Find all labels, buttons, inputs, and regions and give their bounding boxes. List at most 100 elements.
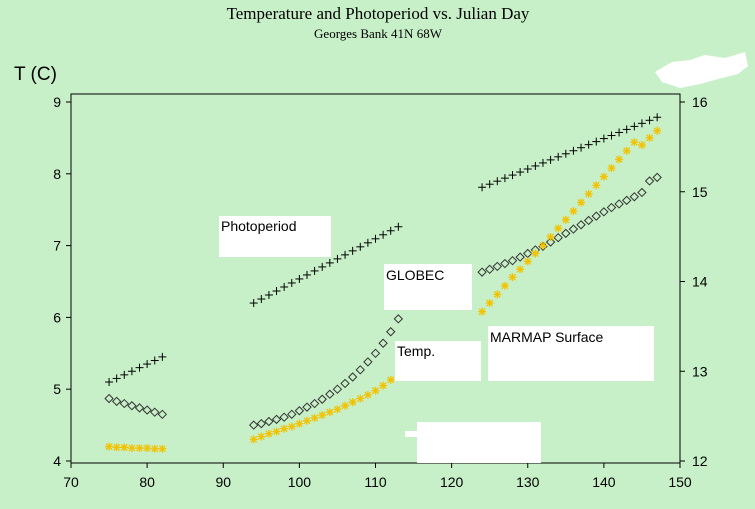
photoperiod-point (607, 131, 616, 140)
annotation-boxes: Photoperiod GLOBEC Temp. MARMAP Surface (219, 216, 654, 463)
marmap-point (143, 444, 152, 453)
globec-point (157, 409, 168, 420)
globec-point (271, 414, 282, 425)
marmap-point (523, 257, 532, 266)
globec-point (477, 267, 487, 277)
globec-point (515, 252, 525, 262)
photoperiod-point (653, 113, 662, 122)
photoperiod-point (584, 140, 593, 149)
marmap-point (120, 443, 129, 452)
y-tick-label: 8 (53, 166, 61, 182)
globec-point (134, 403, 145, 413)
marmap-point (105, 442, 114, 451)
y-tick-label: 4 (53, 453, 61, 469)
photoperiod-point (272, 286, 281, 295)
photoperiod-point (599, 134, 608, 143)
photoperiod-point (394, 222, 403, 231)
globec-point (248, 420, 259, 430)
globec-point (591, 211, 601, 221)
globec-point (622, 195, 632, 206)
photoperiod-point (135, 363, 144, 372)
globec-point (523, 248, 533, 259)
globec-point (287, 409, 297, 420)
photoperiod-point (363, 238, 372, 247)
photoperiod-point (105, 378, 114, 387)
marmap-point (158, 444, 167, 453)
globec-point (606, 202, 617, 213)
photoperiod-point (485, 180, 494, 189)
globec-point (492, 261, 503, 272)
globec-point (104, 393, 114, 404)
globec-point (507, 255, 518, 266)
globec-point (637, 187, 647, 198)
photoperiod-point (500, 174, 509, 183)
photoperiod-point (150, 356, 159, 365)
x-tick-label: 150 (668, 474, 692, 490)
marmap-point (341, 401, 350, 410)
photoperiod-point (143, 360, 152, 369)
y-tick-label: 9 (53, 94, 61, 110)
photoperiod-point (333, 254, 342, 263)
corner-splash-icon (655, 52, 748, 88)
photoperiod-point (546, 155, 555, 164)
globec-point (111, 396, 122, 407)
globec-point (119, 398, 129, 409)
x-tick-label: 70 (63, 474, 79, 490)
y-tick-label: 6 (53, 309, 61, 325)
photoperiod-point (287, 278, 296, 287)
marmap-point (653, 126, 662, 135)
annotation-label: Photoperiod (221, 218, 297, 234)
marmap-point (508, 273, 517, 282)
marmap-point (135, 444, 144, 453)
marmap-point (356, 394, 365, 403)
globec-point (142, 405, 152, 415)
marmap-point (538, 241, 547, 250)
globec-point (370, 348, 381, 359)
x-tick-label: 130 (516, 474, 540, 490)
data-markers (104, 113, 662, 453)
photoperiod-point (295, 274, 304, 283)
marmap-point (112, 443, 121, 452)
globec-point (302, 402, 312, 412)
globec-point (347, 372, 358, 382)
photoperiod-point (615, 128, 624, 137)
marmap-point (592, 181, 601, 190)
globec-point (484, 264, 495, 275)
marmap-point (287, 422, 296, 431)
x-tick-label: 90 (215, 474, 231, 490)
photoperiod-point (523, 165, 532, 174)
y2-tick-label: 15 (692, 184, 708, 200)
globec-point (652, 172, 662, 183)
photoperiod-point (538, 158, 547, 167)
photoperiod-point (577, 143, 586, 152)
photoperiod-point (508, 171, 517, 180)
marmap-point (264, 429, 273, 438)
globec-point (583, 215, 594, 226)
marmap-point (607, 164, 616, 173)
marmap-point (295, 419, 304, 428)
x-tick-label: 110 (364, 474, 387, 490)
photoperiod-point (493, 177, 502, 186)
marmap-point (333, 405, 342, 414)
marmap-point (599, 172, 608, 181)
marmap-point (310, 413, 319, 422)
marmap-point (561, 215, 570, 224)
marmap-point (531, 249, 540, 258)
y2-tick-label: 12 (692, 453, 708, 469)
marmap-point (325, 408, 334, 417)
photoperiod-point (561, 149, 570, 158)
photoperiod-point (516, 168, 525, 177)
photoperiod-point (280, 282, 289, 291)
annotation-box (219, 216, 331, 257)
x-tick-label: 80 (139, 474, 155, 490)
globec-point (355, 365, 365, 375)
photoperiod-point (112, 374, 121, 383)
globec-point (614, 199, 624, 209)
globec-point (545, 237, 556, 247)
annotation-label: MARMAP Surface (490, 329, 604, 345)
photoperiod-point (302, 270, 311, 279)
globec-point (363, 357, 373, 367)
y2-tick-label: 16 (692, 94, 708, 110)
marmap-point (386, 375, 395, 384)
